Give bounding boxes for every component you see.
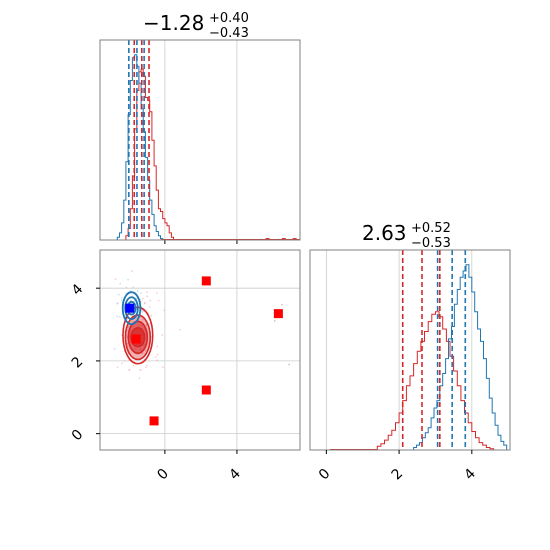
- red-sample-point: [155, 292, 158, 294]
- param2-tick-label-0: 0: [316, 466, 334, 484]
- param2-hist-panel-background: [310, 250, 510, 450]
- red-sample-point: [146, 364, 148, 367]
- param1-hist-panel-group: [100, 40, 300, 244]
- red-square-marker-3: [201, 385, 211, 395]
- blue-sample-point: [119, 282, 121, 285]
- param1-hist-panel-frame: [99, 39, 301, 241]
- blue-sample-point: [118, 315, 121, 318]
- red-square-marker-0: [201, 276, 211, 286]
- red-sample-point: [114, 278, 117, 280]
- param1-hist-panel-background: [100, 40, 300, 240]
- scatter-y-tick-label-0: 0: [69, 427, 87, 445]
- red-sample-point: [128, 369, 131, 372]
- red-sample-point: [156, 359, 158, 361]
- blue-sample-point: [126, 318, 129, 320]
- red-sample-point: [154, 355, 157, 358]
- red-sample-point: [144, 349, 147, 352]
- red-sample-point: [144, 301, 146, 304]
- blue-sample-point: [133, 300, 136, 303]
- red-sample-point: [121, 362, 123, 365]
- red-sample-point: [116, 366, 119, 369]
- red-square-marker-2: [131, 334, 141, 344]
- red-sample-point: [162, 366, 164, 369]
- red-sample-point: [156, 345, 159, 348]
- outlier-sample-0: [281, 303, 283, 306]
- blue-sample-point: [120, 299, 123, 302]
- param1-title: −1.28 +0.40 −0.43: [143, 11, 249, 41]
- scatter-y-tick-label-1: 2: [69, 354, 87, 372]
- outlier-sample-2: [273, 320, 276, 322]
- param2-hist-panel-frame: [309, 249, 511, 451]
- red-sample-point: [141, 297, 144, 300]
- param1-blue-hist: [100, 54, 174, 241]
- param1-title-minus: −0.43: [209, 26, 249, 41]
- red-sample-point: [163, 309, 166, 312]
- blue-contour-1: [124, 296, 139, 320]
- param2-title-plus: +0.52: [411, 221, 451, 236]
- param1-title-plus: +0.40: [209, 11, 249, 26]
- scatter-y-tick-label-2: 4: [69, 281, 87, 299]
- red-sample-point: [161, 334, 164, 336]
- param2-red-hist: [376, 311, 495, 450]
- param1-title-value: −1.28: [143, 11, 204, 35]
- red-sample-point: [142, 318, 144, 321]
- red-sample-point: [149, 299, 152, 302]
- blue-sample-point: [129, 299, 132, 302]
- outlier-sample-1: [288, 363, 290, 366]
- param2-title-minus: −0.53: [411, 236, 451, 251]
- blue-sample-point: [132, 286, 135, 289]
- blue-sample-point: [140, 292, 142, 294]
- red-sample-point: [138, 377, 141, 379]
- blue-sample-point: [127, 327, 130, 329]
- red-sample-point: [139, 369, 141, 371]
- param2-title-value: 2.63: [362, 221, 407, 245]
- red-sample-point: [132, 364, 135, 367]
- red-sample-point: [149, 306, 151, 308]
- param2-title: 2.63 +0.52 −0.53: [362, 221, 451, 251]
- red-sample-point: [141, 352, 144, 354]
- blue-sample-point: [121, 297, 123, 299]
- blue-sample-point: [141, 311, 144, 313]
- red-sample-point: [145, 323, 148, 326]
- red-sample-point: [150, 314, 153, 317]
- param2-tick-label-1: 2: [389, 466, 407, 484]
- scatter-x-tick-label-1: 4: [226, 466, 244, 484]
- red-sample-point: [179, 328, 181, 331]
- param2-hist-panel-group: [310, 250, 510, 450]
- red-sample-point: [157, 299, 160, 302]
- red-sample-point: [145, 366, 147, 369]
- red-sample-point: [146, 295, 148, 298]
- red-sample-point: [149, 323, 151, 325]
- red-sample-point: [156, 353, 159, 356]
- param2-blue-hist: [413, 264, 508, 450]
- blue-sample-point: [127, 278, 129, 281]
- scatter-x-tick-label-0: 0: [154, 466, 172, 484]
- blue-square-marker-0: [125, 303, 135, 313]
- red-sample-point: [123, 360, 126, 362]
- scatter-panel-frame: [99, 249, 301, 451]
- blue-sample-point: [116, 302, 119, 305]
- red-sample-point: [131, 270, 133, 272]
- param2-tick-label-2: 4: [461, 466, 479, 484]
- blue-contour-2: [121, 291, 142, 326]
- blue-sample-point: [113, 348, 116, 350]
- blue-sample-point: [116, 315, 118, 318]
- blue-sample-point: [136, 289, 139, 292]
- red-sample-point: [146, 291, 148, 294]
- red-square-marker-1: [273, 309, 283, 319]
- scatter-panel-group: [100, 250, 300, 450]
- blue-sample-point: [125, 286, 128, 289]
- red-square-marker-4: [149, 416, 159, 426]
- blue-sample-point: [131, 320, 133, 323]
- blue-sample-point: [118, 293, 120, 296]
